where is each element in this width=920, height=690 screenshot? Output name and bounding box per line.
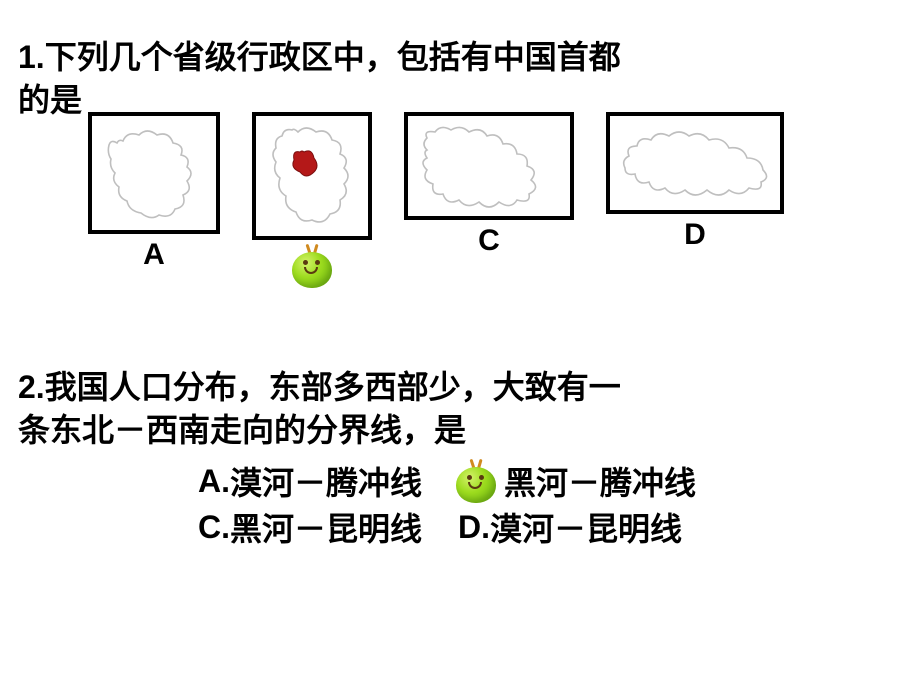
option-C[interactable]: C.黑河－昆明线 [198, 504, 422, 550]
opt-C-prefix: C. [198, 509, 230, 546]
q1-maps-row: A [88, 112, 898, 278]
map-box-A[interactable] [88, 112, 220, 234]
opt-C-text: 黑河－昆明线 [230, 504, 422, 550]
q1-number: 1. [18, 39, 45, 75]
opt-D-prefix: D. [458, 509, 490, 546]
opt-D-text: 漠河－昆明线 [490, 504, 682, 550]
apple-icon [454, 459, 498, 503]
q2-text: 2.我国人口分布，东部多西部少，大致有一 条东北－西南走向的分界线，是 [18, 366, 898, 452]
map-box-B[interactable] [252, 112, 372, 240]
opt-B-text: 黑河－腾冲线 [504, 458, 696, 504]
apple-icon [290, 244, 334, 288]
map-cell-D: D [606, 112, 784, 278]
q1-text: 1.下列几个省级行政区中，包括有中国首都 的是 [18, 36, 898, 122]
q2-line1: 我国人口分布，东部多西部少，大致有一 [45, 369, 621, 405]
q2-number: 2. [18, 369, 45, 405]
map-box-D[interactable] [606, 112, 784, 214]
opt-A-prefix: A. [198, 463, 230, 500]
q2-row-1: A.漠河－腾冲线 黑河－腾冲线 [198, 458, 898, 504]
opt-A-text: 漠河－腾冲线 [230, 458, 422, 504]
map-outline-C [413, 120, 565, 212]
map-cell-A: A [88, 112, 220, 278]
q2-row-2: C.黑河－昆明线 D.漠河－昆明线 [198, 504, 898, 550]
map-outline-D [615, 120, 775, 206]
map-cell-C: C [404, 112, 574, 278]
question-2: 2.我国人口分布，东部多西部少，大致有一 条东北－西南走向的分界线，是 A.漠河… [18, 366, 898, 550]
map-outline-A [99, 121, 209, 225]
option-D[interactable]: D.漠河－昆明线 [458, 504, 682, 550]
map-label-C: C [478, 224, 500, 258]
map-outline-B [262, 120, 362, 232]
option-B[interactable]: 黑河－腾冲线 [458, 458, 696, 504]
q1-line2: 的是 [18, 82, 82, 118]
q2-options: A.漠河－腾冲线 黑河－腾冲线 C.黑河－昆明线 D.漠河－昆明线 [198, 458, 898, 550]
q2-line2: 条东北－西南走向的分界线，是 [18, 412, 466, 448]
map-label-D: D [684, 218, 706, 252]
map-cell-B [252, 112, 372, 278]
map-box-C[interactable] [404, 112, 574, 220]
q1-line1: 下列几个省级行政区中，包括有中国首都 [45, 39, 621, 75]
option-A[interactable]: A.漠河－腾冲线 [198, 458, 422, 504]
question-1: 1.下列几个省级行政区中，包括有中国首都 的是 A [18, 36, 898, 278]
map-label-B-apple [284, 244, 340, 278]
map-label-A: A [143, 238, 165, 272]
